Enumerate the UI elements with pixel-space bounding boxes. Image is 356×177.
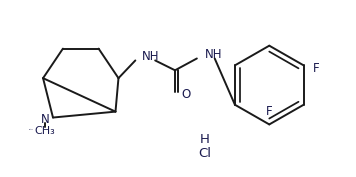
- Text: F: F: [313, 62, 320, 75]
- Text: H: H: [200, 133, 210, 146]
- Text: F: F: [266, 105, 273, 118]
- Text: CH₃: CH₃: [35, 126, 56, 136]
- Text: NH: NH: [142, 50, 160, 63]
- Text: Cl: Cl: [198, 147, 211, 161]
- Text: O: O: [181, 88, 190, 101]
- Text: NH: NH: [205, 48, 222, 61]
- Text: methyl: methyl: [29, 129, 33, 130]
- Text: N: N: [41, 113, 49, 126]
